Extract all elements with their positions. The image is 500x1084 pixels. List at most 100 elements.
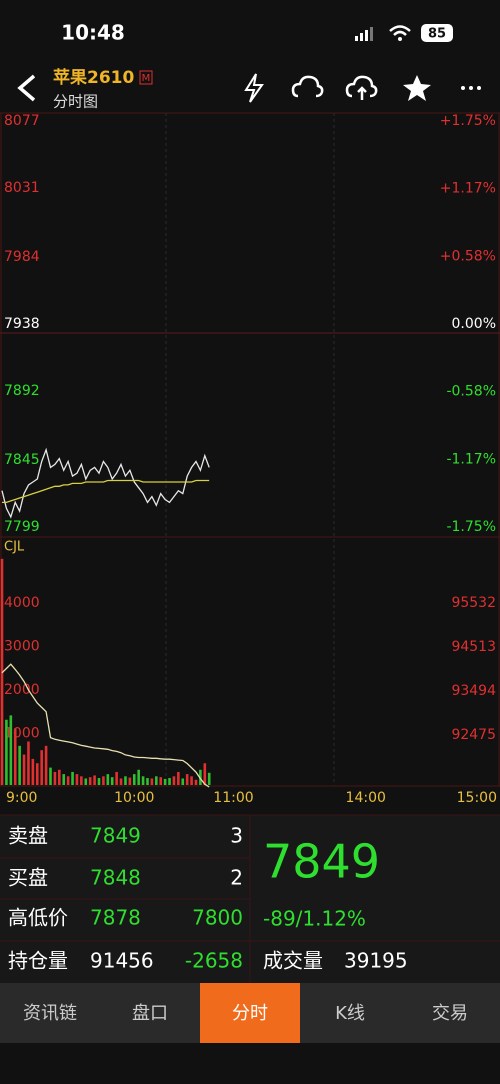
y2-tick-label: -0.58% xyxy=(446,383,496,399)
y2-tick-label: +1.17% xyxy=(440,180,496,196)
volume-bar xyxy=(185,774,189,785)
volume-bar xyxy=(18,745,21,785)
volume-bar xyxy=(146,778,149,785)
subtitle: 分时图 xyxy=(53,93,98,111)
y-tick-label: 7984 xyxy=(4,249,40,265)
volume-bar xyxy=(207,772,211,785)
y2-tick-label: 95532 xyxy=(451,595,496,611)
more-icon[interactable] xyxy=(461,86,481,90)
row-value: 7849 xyxy=(90,824,141,848)
volume-bar xyxy=(172,776,176,785)
volume-bar xyxy=(13,728,17,785)
volume-bar xyxy=(194,779,198,785)
change: -89/1.12% xyxy=(263,907,366,931)
volume-bar xyxy=(62,774,66,785)
y2-tick-label: 92475 xyxy=(451,727,496,743)
tab[interactable]: 资讯链 xyxy=(23,1003,77,1024)
y2-tick-label: -1.17% xyxy=(446,452,496,468)
x-tick-label: 14:00 xyxy=(346,790,386,806)
row-value: 91456 xyxy=(90,949,154,973)
volume-bar xyxy=(190,776,193,785)
row-value: 7848 xyxy=(90,866,141,890)
y-tick-label: 4000 xyxy=(4,595,40,611)
row-label: 高低价 xyxy=(8,906,68,930)
last-price: 7849 xyxy=(263,835,380,889)
y-tick-label: 3000 xyxy=(4,639,40,655)
back-button[interactable] xyxy=(17,74,36,102)
tab[interactable]: K线 xyxy=(335,1003,365,1024)
volume-bar xyxy=(49,767,52,785)
volume-bar xyxy=(177,771,180,785)
volume-bar xyxy=(80,776,83,785)
tab[interactable]: 分时 xyxy=(232,1003,268,1024)
volume-bar xyxy=(58,769,61,785)
volume-bar xyxy=(66,776,70,785)
volume-bar xyxy=(115,771,118,785)
volume-bar xyxy=(5,719,8,785)
volume-bar xyxy=(53,771,57,785)
volume-bar xyxy=(181,778,185,785)
battery xyxy=(421,24,453,42)
line xyxy=(2,479,210,504)
volume-bar xyxy=(71,771,74,785)
cloud-sync-icon[interactable] xyxy=(291,75,324,98)
wifi xyxy=(389,25,411,36)
row-extra: 3 xyxy=(230,824,243,848)
y-tick-label: 8031 xyxy=(4,180,40,196)
volume-bar xyxy=(163,778,167,785)
home-area xyxy=(0,1043,500,1084)
tab[interactable]: 盘口 xyxy=(132,1003,168,1024)
volume-bar xyxy=(132,774,136,785)
row-value: 7878 xyxy=(90,906,141,930)
y-tick-label: 8077 xyxy=(4,113,40,129)
y2-tick-label: 0.00% xyxy=(452,316,496,332)
volume-bar xyxy=(203,763,207,785)
volume-bar xyxy=(102,776,105,785)
volume-bar xyxy=(124,776,127,785)
favorite-icon[interactable] xyxy=(403,75,431,101)
row-label: 卖盘 xyxy=(8,824,48,848)
badge: M xyxy=(142,73,151,84)
signal xyxy=(355,27,373,41)
y-tick-label: 7799 xyxy=(4,519,40,535)
tab-selected xyxy=(200,983,300,1043)
y2-tick-label: +1.75% xyxy=(440,113,496,129)
volume-bar xyxy=(119,778,123,785)
y2-tick-label: +0.58% xyxy=(440,249,496,265)
row-label: 持仓量 xyxy=(8,949,68,973)
volume-bar xyxy=(137,769,140,785)
cloud-upload-icon[interactable] xyxy=(345,75,378,100)
volume-bar xyxy=(40,750,43,785)
volume-bar xyxy=(97,778,101,785)
volume: 39195 xyxy=(344,949,408,973)
volume-bar xyxy=(155,776,158,785)
contract-title: 苹果2610 xyxy=(53,67,134,88)
volume-bar xyxy=(44,745,48,785)
battery-level: 85 xyxy=(428,27,446,42)
y-tick-label: 7938 xyxy=(4,316,40,332)
volume-bar xyxy=(84,778,88,785)
volume-bar xyxy=(159,777,163,785)
row-extra: 7800 xyxy=(192,906,243,930)
volume-bar xyxy=(141,776,145,785)
volume-bar xyxy=(110,777,114,785)
volume-bar xyxy=(35,763,39,785)
quote-grid xyxy=(0,814,500,983)
line xyxy=(1,447,210,519)
x-tick-label: 11:00 xyxy=(213,790,253,806)
y2-tick-label: -1.75% xyxy=(446,519,496,535)
volume-bar xyxy=(9,715,13,785)
tab[interactable]: 交易 xyxy=(432,1003,468,1024)
flash-icon[interactable] xyxy=(244,73,264,103)
volume-bar xyxy=(88,777,92,785)
volume-bar xyxy=(75,774,79,785)
y2-tick-label: 93494 xyxy=(451,683,496,699)
x-tick-label: 10:00 xyxy=(114,790,154,806)
row-label: 买盘 xyxy=(8,866,48,890)
volume-bar xyxy=(128,777,132,785)
y-tick-label: 1000 xyxy=(4,726,40,742)
clock: 10:48 xyxy=(61,21,125,45)
volume-bar xyxy=(168,778,171,785)
